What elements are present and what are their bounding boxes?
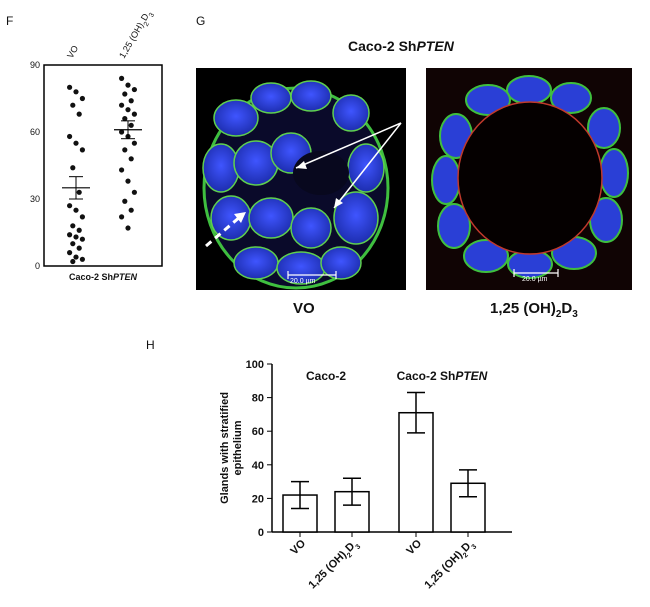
caption-vo: VO <box>293 300 315 317</box>
data-point <box>119 129 125 135</box>
data-point <box>70 165 76 171</box>
data-point <box>73 89 79 95</box>
micrograph-vitd: 20.0 µm <box>426 68 632 290</box>
category-label-h: 1,25 (OH)2D3 <box>306 538 362 594</box>
data-point <box>131 189 137 195</box>
data-point <box>73 140 79 146</box>
data-point <box>122 116 128 122</box>
category-label-f: 1,25 (OH)2D3 <box>117 8 156 61</box>
data-point <box>79 147 85 153</box>
category-label-f: VO <box>65 44 80 60</box>
data-point <box>70 241 76 247</box>
data-point <box>131 111 137 117</box>
category-label-h: 1,25 (OH)2D3 <box>422 538 478 594</box>
data-point <box>122 147 128 153</box>
y-axis-label-h: Glands with stratifiedepithelium <box>219 392 244 504</box>
data-point <box>79 256 85 262</box>
data-point <box>79 236 85 242</box>
group-label-h: Caco-2 ShPTEN <box>397 369 488 383</box>
data-point <box>67 203 73 209</box>
y-tick-label-h: 100 <box>246 359 264 371</box>
dot-plot-f: 0 30 60 90 VO 1,25 (OH)2D3 Caco-2 ShPTEN <box>30 8 163 282</box>
panel-label-g: G <box>196 14 206 28</box>
data-point <box>73 234 79 240</box>
panel-label-f: F <box>6 14 14 28</box>
data-point <box>67 84 73 90</box>
micrograph-title: Caco-2 ShPTEN <box>348 38 454 54</box>
y-tick-label-f: 0 <box>35 261 40 271</box>
data-point <box>79 214 85 220</box>
data-point <box>79 95 85 102</box>
data-point <box>128 122 134 128</box>
group-label-h: Caco-2 <box>306 369 346 383</box>
y-tick-label-h: 40 <box>252 460 264 472</box>
y-tick-label-h: 80 <box>252 393 264 405</box>
data-point <box>125 225 131 231</box>
data-point <box>67 232 73 238</box>
x-axis-label-f: Caco-2 ShPTEN <box>69 272 138 282</box>
data-point <box>70 223 76 229</box>
plot-frame-f <box>43 64 163 267</box>
data-point <box>128 156 134 162</box>
data-point <box>70 102 76 108</box>
y-tick-label-f: 90 <box>30 60 40 70</box>
data-point <box>70 258 76 265</box>
data-point <box>119 214 125 220</box>
data-point <box>125 82 131 88</box>
y-tick-label-h: 0 <box>258 527 264 539</box>
scale-bar-label-vitd: 20.0 µm <box>522 276 548 283</box>
data-point <box>67 250 73 256</box>
category-label-h: VO <box>288 537 308 557</box>
category-label-h: VO <box>404 537 424 557</box>
data-point <box>125 178 131 184</box>
panel-label-h: H <box>146 338 155 352</box>
y-tick-label-h: 60 <box>252 426 264 438</box>
data-point <box>131 140 137 146</box>
data-point <box>119 167 125 173</box>
data-point <box>76 227 82 233</box>
data-point <box>119 75 125 81</box>
data-point <box>73 254 79 260</box>
scale-bar-label-vo: 20.0 µm <box>290 278 316 285</box>
caption-vitd: 1,25 (OH)2D3 <box>490 300 578 320</box>
data-point <box>122 91 128 97</box>
data-point <box>76 189 82 195</box>
data-point <box>76 245 82 251</box>
data-point <box>119 102 125 108</box>
data-point <box>76 111 82 117</box>
data-point <box>67 133 73 140</box>
y-tick-label-h: 20 <box>252 493 264 505</box>
micrograph-vo: 20.0 µm <box>196 68 406 290</box>
data-point <box>122 198 128 204</box>
bar-chart-h: 0 20 40 60 80 100 Glands with stratifiedepithe… <box>219 359 512 594</box>
data-point <box>131 86 137 93</box>
y-tick-label-f: 60 <box>30 127 40 137</box>
data-point <box>128 98 134 104</box>
y-tick-label-f: 30 <box>30 194 40 204</box>
data-point <box>125 107 131 113</box>
data-point <box>73 207 79 213</box>
data-point <box>128 207 134 213</box>
